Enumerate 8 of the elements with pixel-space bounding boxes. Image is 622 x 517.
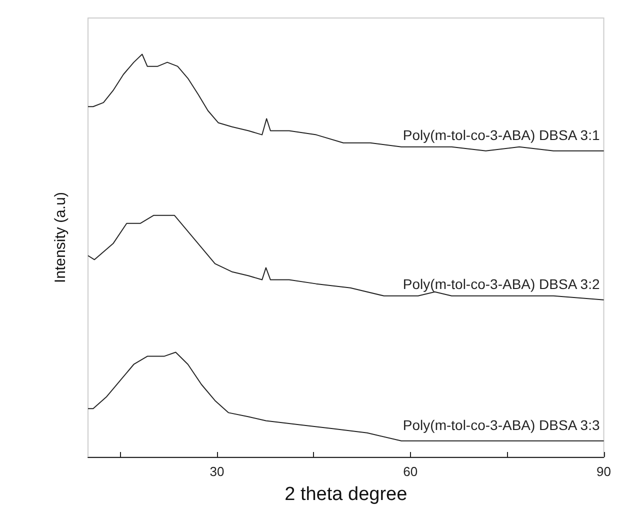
- x-tick-label: 30: [210, 464, 224, 479]
- x-tick-label: 60: [403, 464, 418, 479]
- x-tick-label: 90: [596, 464, 612, 479]
- y-axis-title: Intensity (a.u): [52, 192, 69, 283]
- series-label: Poly(m-tol-co-3-ABA) DBSA 3:1: [402, 126, 600, 143]
- x-axis-title: 2 theta degree: [284, 484, 408, 505]
- series-label: Poly(m-tol-co-3-ABA) DBSA 3:3: [402, 416, 600, 433]
- series-label: Poly(m-tol-co-3-ABA) DBSA 3:2: [402, 276, 600, 292]
